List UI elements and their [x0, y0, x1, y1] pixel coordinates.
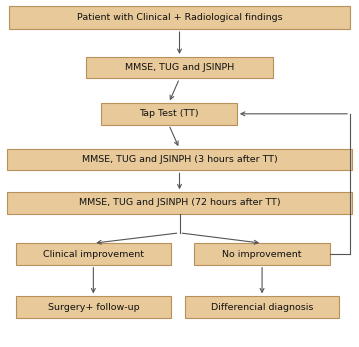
FancyBboxPatch shape [7, 192, 352, 214]
Text: Differencial diagnosis: Differencial diagnosis [211, 303, 313, 312]
FancyBboxPatch shape [16, 296, 171, 318]
FancyBboxPatch shape [194, 243, 330, 265]
FancyBboxPatch shape [7, 149, 352, 170]
Text: No improvement: No improvement [222, 249, 302, 259]
FancyBboxPatch shape [86, 57, 273, 78]
FancyBboxPatch shape [185, 296, 339, 318]
FancyBboxPatch shape [101, 103, 237, 125]
Text: Clinical improvement: Clinical improvement [43, 249, 144, 259]
Text: Tap Test (TT): Tap Test (TT) [139, 109, 199, 118]
Text: Surgery+ follow-up: Surgery+ follow-up [47, 303, 139, 312]
FancyBboxPatch shape [9, 6, 350, 29]
FancyBboxPatch shape [16, 243, 171, 265]
Text: MMSE, TUG and JSINPH: MMSE, TUG and JSINPH [125, 63, 234, 72]
Text: MMSE, TUG and JSINPH (72 hours after TT): MMSE, TUG and JSINPH (72 hours after TT) [79, 198, 280, 208]
Text: MMSE, TUG and JSINPH (3 hours after TT): MMSE, TUG and JSINPH (3 hours after TT) [81, 155, 278, 164]
Text: Patient with Clinical + Radiological findings: Patient with Clinical + Radiological fin… [77, 13, 282, 22]
